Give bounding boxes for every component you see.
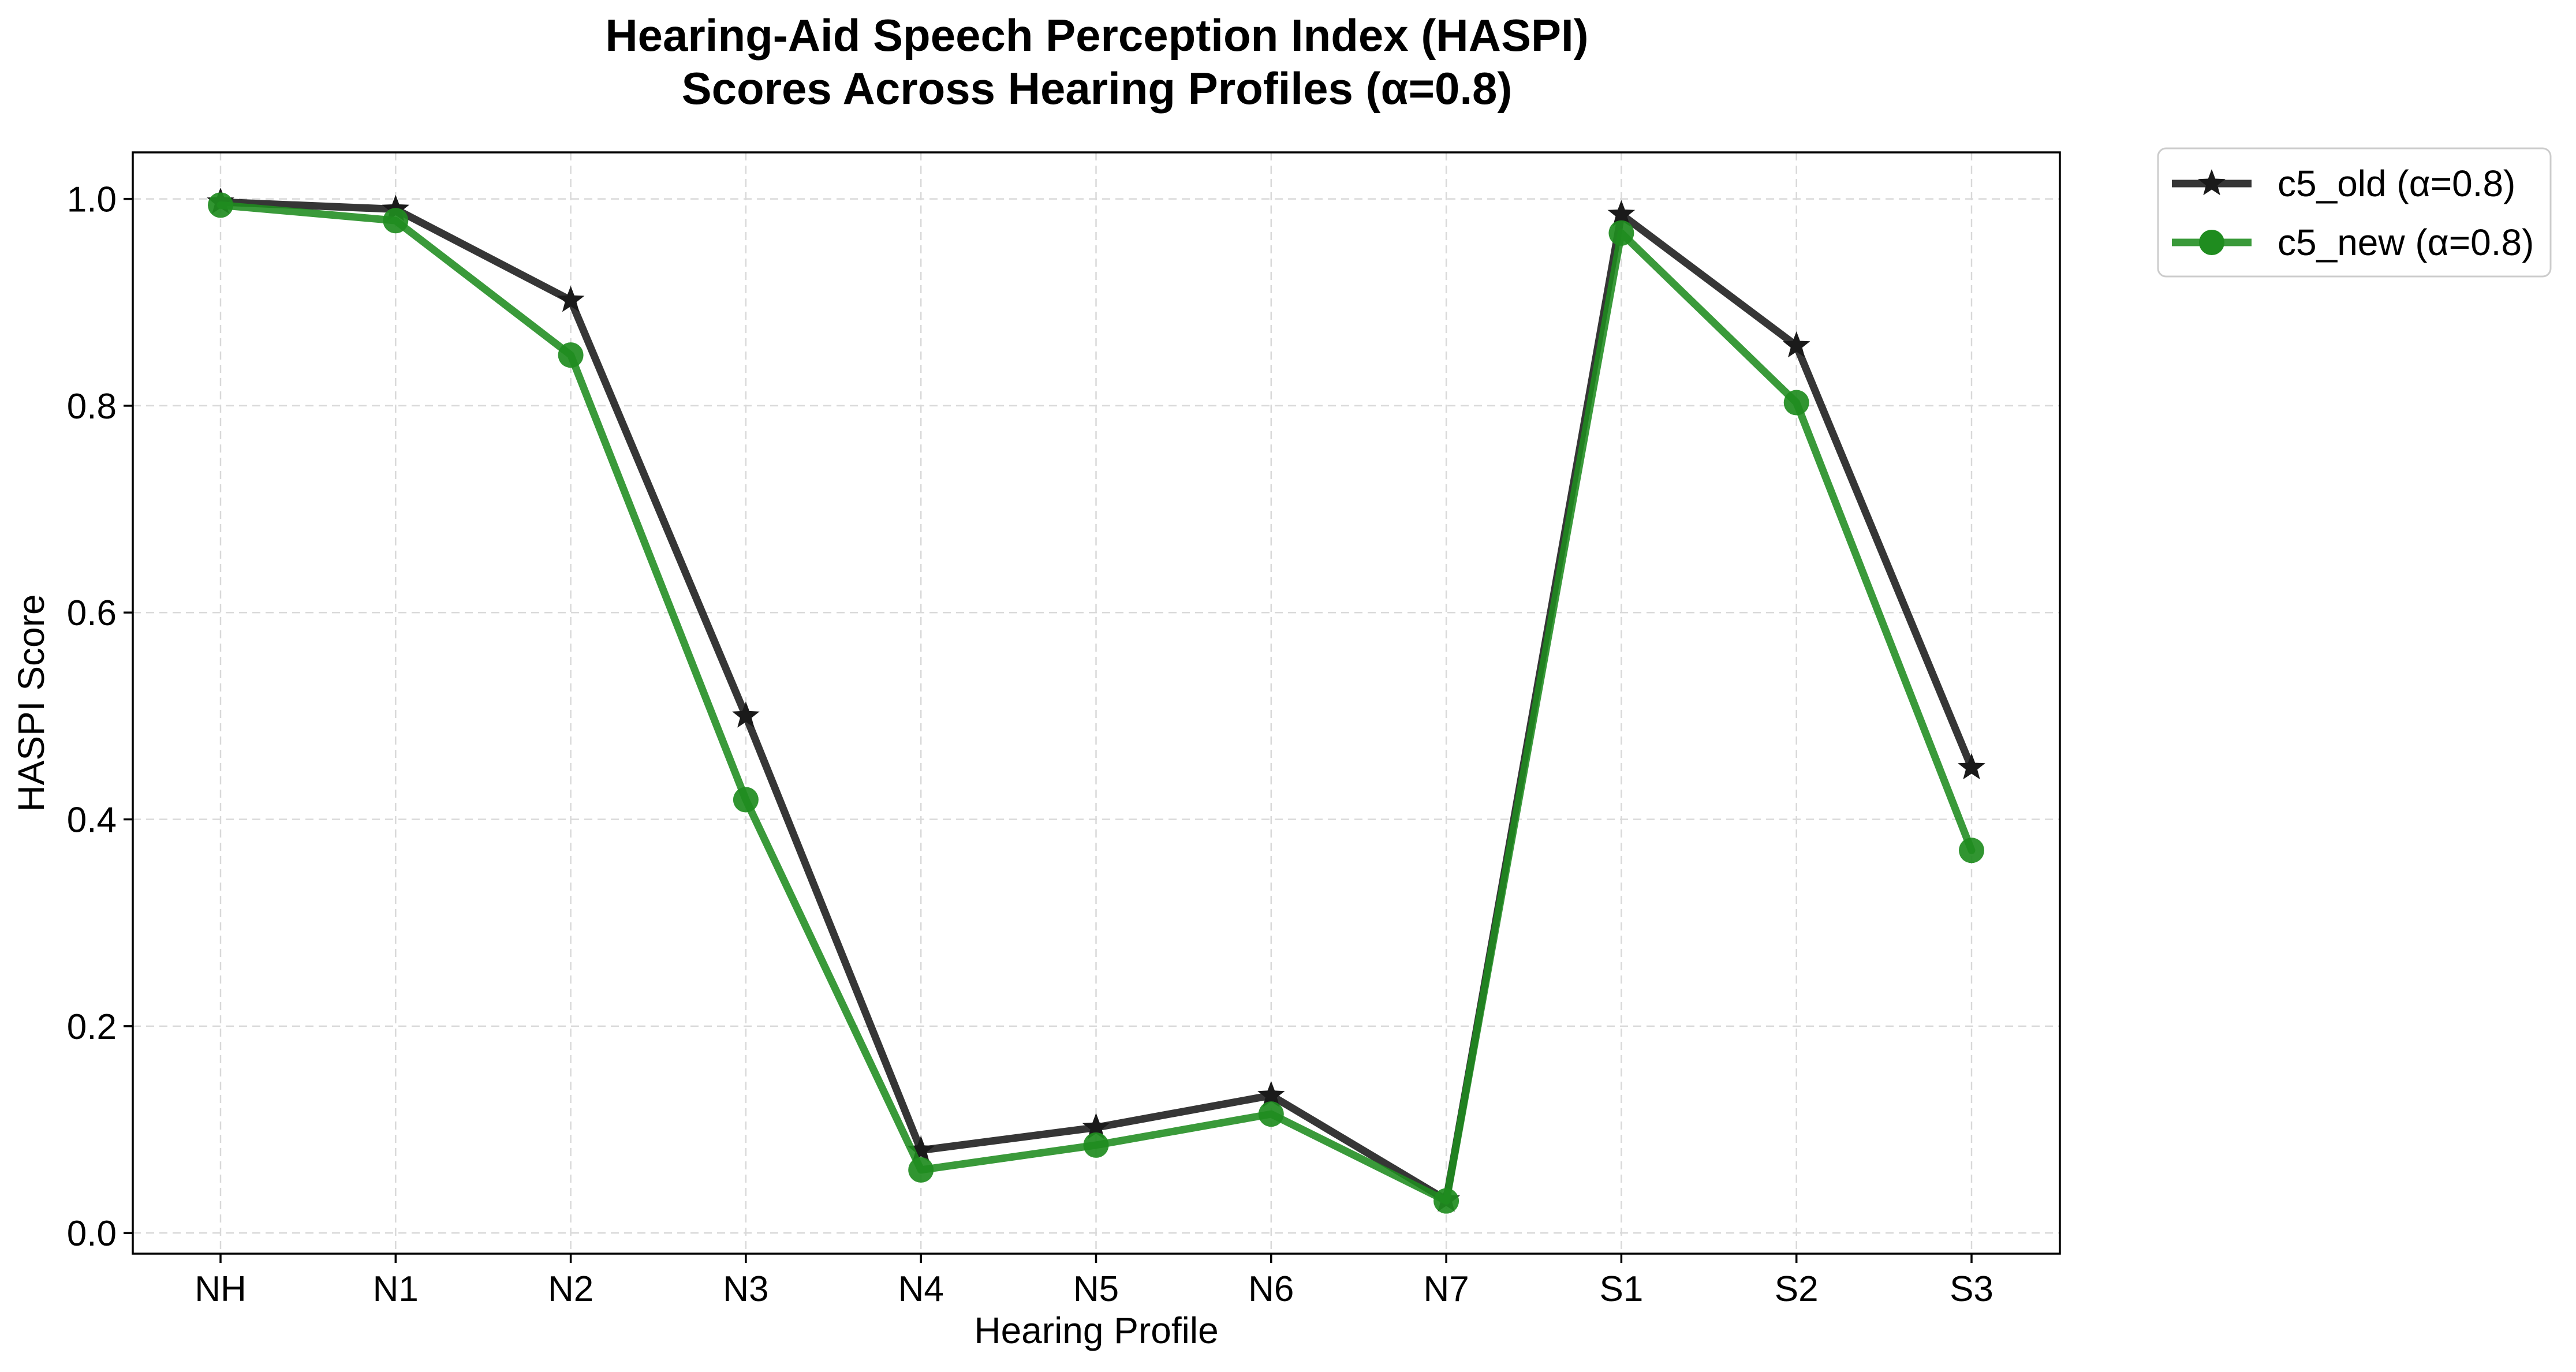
legend-entries: c5_old (α=0.8) c5_new (α=0.8) xyxy=(2172,163,2534,263)
x-tick-label: N7 xyxy=(1423,1269,1469,1309)
x-tick-label: S3 xyxy=(1950,1269,1993,1309)
series-2 xyxy=(208,192,1984,1214)
x-tick-label: S2 xyxy=(1775,1269,1819,1309)
data-point xyxy=(1083,1132,1109,1158)
data-point xyxy=(383,208,409,234)
y-tick-label: 0.2 xyxy=(67,1007,117,1047)
legend-marker xyxy=(2199,230,2224,255)
data-point xyxy=(1782,331,1810,358)
data-point xyxy=(382,195,410,221)
x-axis-ticks: NH N1 N2 N3 N4 N5 N6 N7 S1 S2 S3 xyxy=(195,1254,1993,1309)
chart-title-line-2: Scores Across Hearing Profiles (α=0.8) xyxy=(682,63,1513,114)
x-tick-label: N2 xyxy=(548,1269,593,1309)
data-point xyxy=(732,701,760,728)
data-point xyxy=(557,286,585,312)
y-tick-label: 0.6 xyxy=(67,593,117,633)
x-tick-label: N1 xyxy=(373,1269,419,1309)
data-point xyxy=(1257,1081,1285,1108)
series-layer xyxy=(207,188,1985,1214)
y-tick-label: 0.8 xyxy=(67,387,117,427)
data-point xyxy=(1258,1101,1284,1127)
x-axis-label: Hearing Profile xyxy=(974,1310,1218,1351)
y-tick-label: 1.0 xyxy=(67,180,117,220)
legend-entry: c5_old (α=0.8) xyxy=(2172,163,2515,204)
data-point xyxy=(1607,200,1636,226)
x-tick-label: S1 xyxy=(1599,1269,1643,1309)
x-tick-label: N6 xyxy=(1248,1269,1294,1309)
legend-box xyxy=(2157,147,2552,278)
x-tick-label: N3 xyxy=(723,1269,768,1309)
data-point xyxy=(1082,1113,1110,1139)
y-tick-label: 0.4 xyxy=(67,801,117,840)
legend-label: c5_new (α=0.8) xyxy=(2278,222,2534,263)
data-point xyxy=(908,1157,934,1183)
data-point xyxy=(1608,220,1634,246)
y-tick-label: 0.0 xyxy=(67,1214,117,1254)
data-point xyxy=(1959,838,1984,863)
data-point xyxy=(1958,753,1985,780)
legend: c5_old (α=0.8) c5_new (α=0.8) xyxy=(2157,147,2552,278)
data-point xyxy=(733,787,759,813)
legend-entry: c5_new (α=0.8) xyxy=(2172,222,2534,263)
y-axis-label: HASPI Score xyxy=(10,594,52,812)
chart-title-line-1: Hearing-Aid Speech Perception Index (HAS… xyxy=(605,10,1588,61)
x-tick-label: N5 xyxy=(1073,1269,1119,1309)
y-axis-ticks: 0.0 0.2 0.4 0.6 0.8 1.0 xyxy=(67,180,133,1254)
chart-title: Hearing-Aid Speech Perception Index (HAS… xyxy=(605,10,1588,114)
x-tick-label: N4 xyxy=(898,1269,944,1309)
legend-label: c5_old (α=0.8) xyxy=(2278,163,2515,204)
data-point xyxy=(1433,1188,1459,1214)
legend-marker xyxy=(2198,169,2226,196)
x-tick-label: NH xyxy=(195,1269,247,1309)
data-point xyxy=(1783,390,1809,416)
data-point xyxy=(907,1135,935,1162)
data-point xyxy=(208,192,233,218)
data-point xyxy=(558,342,584,368)
